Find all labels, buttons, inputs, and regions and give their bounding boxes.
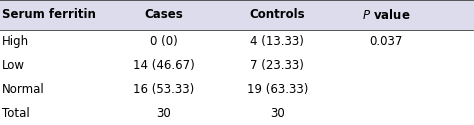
Text: $\mathit{P}$ value: $\mathit{P}$ value (362, 8, 410, 22)
Text: 7 (23.33): 7 (23.33) (250, 59, 304, 72)
Text: 4 (13.33): 4 (13.33) (250, 35, 304, 48)
Text: 16 (53.33): 16 (53.33) (133, 83, 194, 96)
Text: High: High (2, 35, 29, 48)
Text: Cases: Cases (144, 8, 183, 22)
Text: 0.037: 0.037 (370, 35, 403, 48)
Text: 30: 30 (270, 107, 285, 120)
Text: Low: Low (2, 59, 26, 72)
Text: 19 (63.33): 19 (63.33) (246, 83, 308, 96)
Text: Controls: Controls (249, 8, 305, 22)
Text: 30: 30 (156, 107, 171, 120)
Text: 14 (46.67): 14 (46.67) (133, 59, 194, 72)
Text: Serum ferritin: Serum ferritin (2, 8, 96, 22)
Text: Total: Total (2, 107, 30, 120)
Text: 0 (0): 0 (0) (150, 35, 177, 48)
Bar (0, 0, 474, 30)
Text: Normal: Normal (2, 83, 45, 96)
